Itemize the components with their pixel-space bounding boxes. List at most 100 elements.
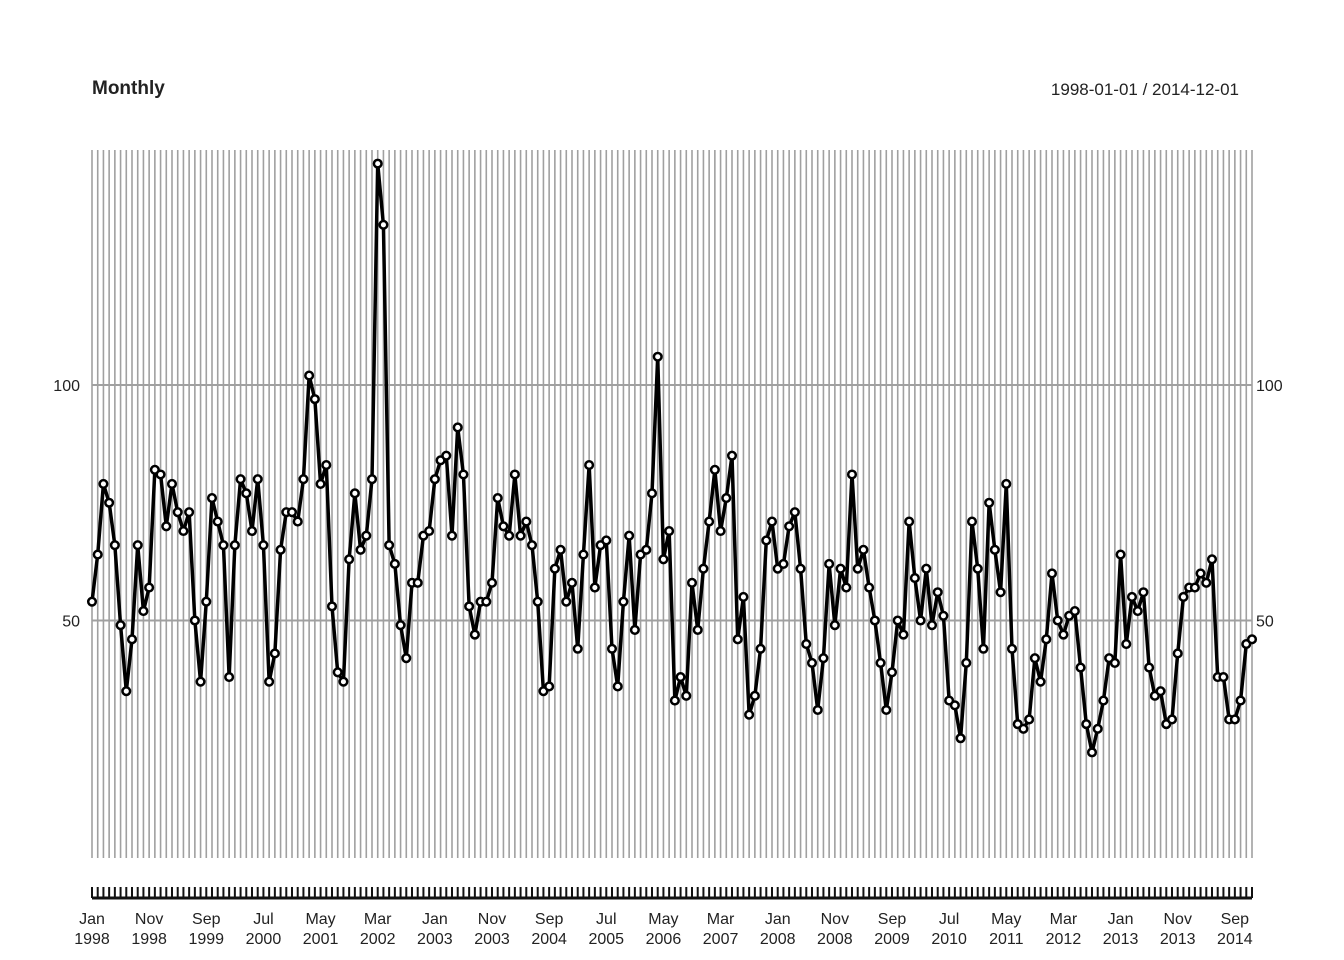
data-point (892, 615, 903, 626)
data-point (932, 587, 943, 598)
data-point (869, 615, 880, 626)
data-point (841, 582, 852, 593)
x-tick-label-month: Sep (1221, 911, 1250, 928)
data-point (561, 596, 572, 607)
x-tick-label-year: 2008 (817, 931, 853, 948)
data-point (366, 474, 378, 485)
data-point (138, 606, 149, 617)
data-point (664, 525, 675, 537)
data-point (224, 671, 235, 683)
data-point (144, 582, 155, 593)
data-point (1058, 629, 1069, 640)
data-point (658, 554, 669, 565)
y-axis-label-left: 50 (62, 614, 80, 631)
data-point (726, 450, 738, 461)
data-point (915, 615, 926, 626)
data-point (984, 497, 995, 508)
data-point (652, 351, 663, 362)
data-point (349, 488, 360, 499)
data-point (755, 643, 766, 654)
data-point (1195, 568, 1206, 579)
data-point (264, 676, 275, 687)
data-point (1229, 714, 1240, 725)
x-tick-label-year: 2009 (874, 931, 910, 948)
data-point (126, 634, 138, 645)
x-tick-label-month: Jul (596, 911, 616, 928)
data-point (184, 507, 195, 518)
data-point (646, 488, 658, 499)
data-point (195, 676, 206, 687)
data-point (801, 639, 812, 650)
data-point (1235, 695, 1246, 706)
x-tick-label-year: 2002 (360, 931, 396, 948)
data-point (566, 577, 578, 588)
x-tick-label-year: 2005 (588, 931, 624, 948)
data-point (492, 492, 503, 504)
data-point (824, 558, 835, 570)
data-point (669, 695, 680, 706)
data-point (1069, 606, 1080, 617)
series (86, 158, 1258, 758)
data-point (1201, 577, 1212, 588)
x-tick-label-month: Nov (1163, 911, 1191, 928)
data-point (949, 700, 960, 711)
data-point (555, 544, 566, 555)
y-axis-label-right: 100 (1256, 378, 1283, 395)
data-point (1001, 478, 1012, 489)
x-tick-label-month: Jul (939, 911, 959, 928)
x-tick-label-month: Nov (135, 911, 163, 928)
x-tick-label-year: 1999 (188, 931, 224, 948)
data-point (298, 474, 309, 485)
data-point (846, 469, 858, 480)
data-point (115, 620, 126, 631)
data-point (601, 535, 612, 546)
data-point (1178, 591, 1189, 603)
x-tick-label-year: 2012 (1046, 931, 1082, 948)
data-point (504, 530, 515, 541)
data-point (321, 460, 332, 471)
x-tick-label-month: May (991, 911, 1021, 928)
data-point (92, 549, 103, 560)
x-tick-label-month: Jan (765, 911, 791, 928)
data-point (778, 558, 789, 570)
data-point (481, 596, 492, 607)
x-tick-label-month: Nov (821, 911, 849, 928)
data-point (1081, 719, 1092, 730)
data-point (452, 422, 463, 433)
data-point (189, 615, 200, 626)
data-point (395, 620, 406, 631)
data-point (526, 540, 538, 551)
data-point (1035, 676, 1046, 687)
data-point (98, 478, 109, 489)
data-point (864, 582, 875, 593)
data-point (1132, 606, 1143, 617)
data-point (789, 507, 800, 518)
data-point (681, 690, 692, 701)
data-point (904, 516, 915, 527)
data-point (641, 544, 652, 555)
data-point (1115, 549, 1126, 560)
data-point (155, 469, 166, 480)
data-point (1086, 747, 1098, 758)
x-tick-label-year: 2003 (474, 931, 510, 948)
data-point (229, 540, 240, 551)
data-point (1109, 657, 1120, 668)
data-point (235, 474, 246, 485)
data-point (1138, 587, 1149, 598)
x-tick-label-month: Jan (1108, 911, 1134, 928)
data-point (292, 516, 303, 527)
data-point (309, 394, 320, 405)
data-point (715, 525, 726, 537)
x-tick-label-month: Jan (422, 911, 448, 928)
data-point (698, 563, 709, 574)
data-point (246, 525, 258, 537)
x-tick-label-year: 2003 (417, 931, 453, 948)
data-point (875, 657, 886, 668)
y-axis-label-right: 50 (1256, 614, 1274, 631)
data-point (469, 629, 480, 640)
data-point (835, 563, 846, 574)
data-point (338, 676, 349, 687)
data-point (389, 558, 400, 570)
data-point (704, 516, 715, 527)
